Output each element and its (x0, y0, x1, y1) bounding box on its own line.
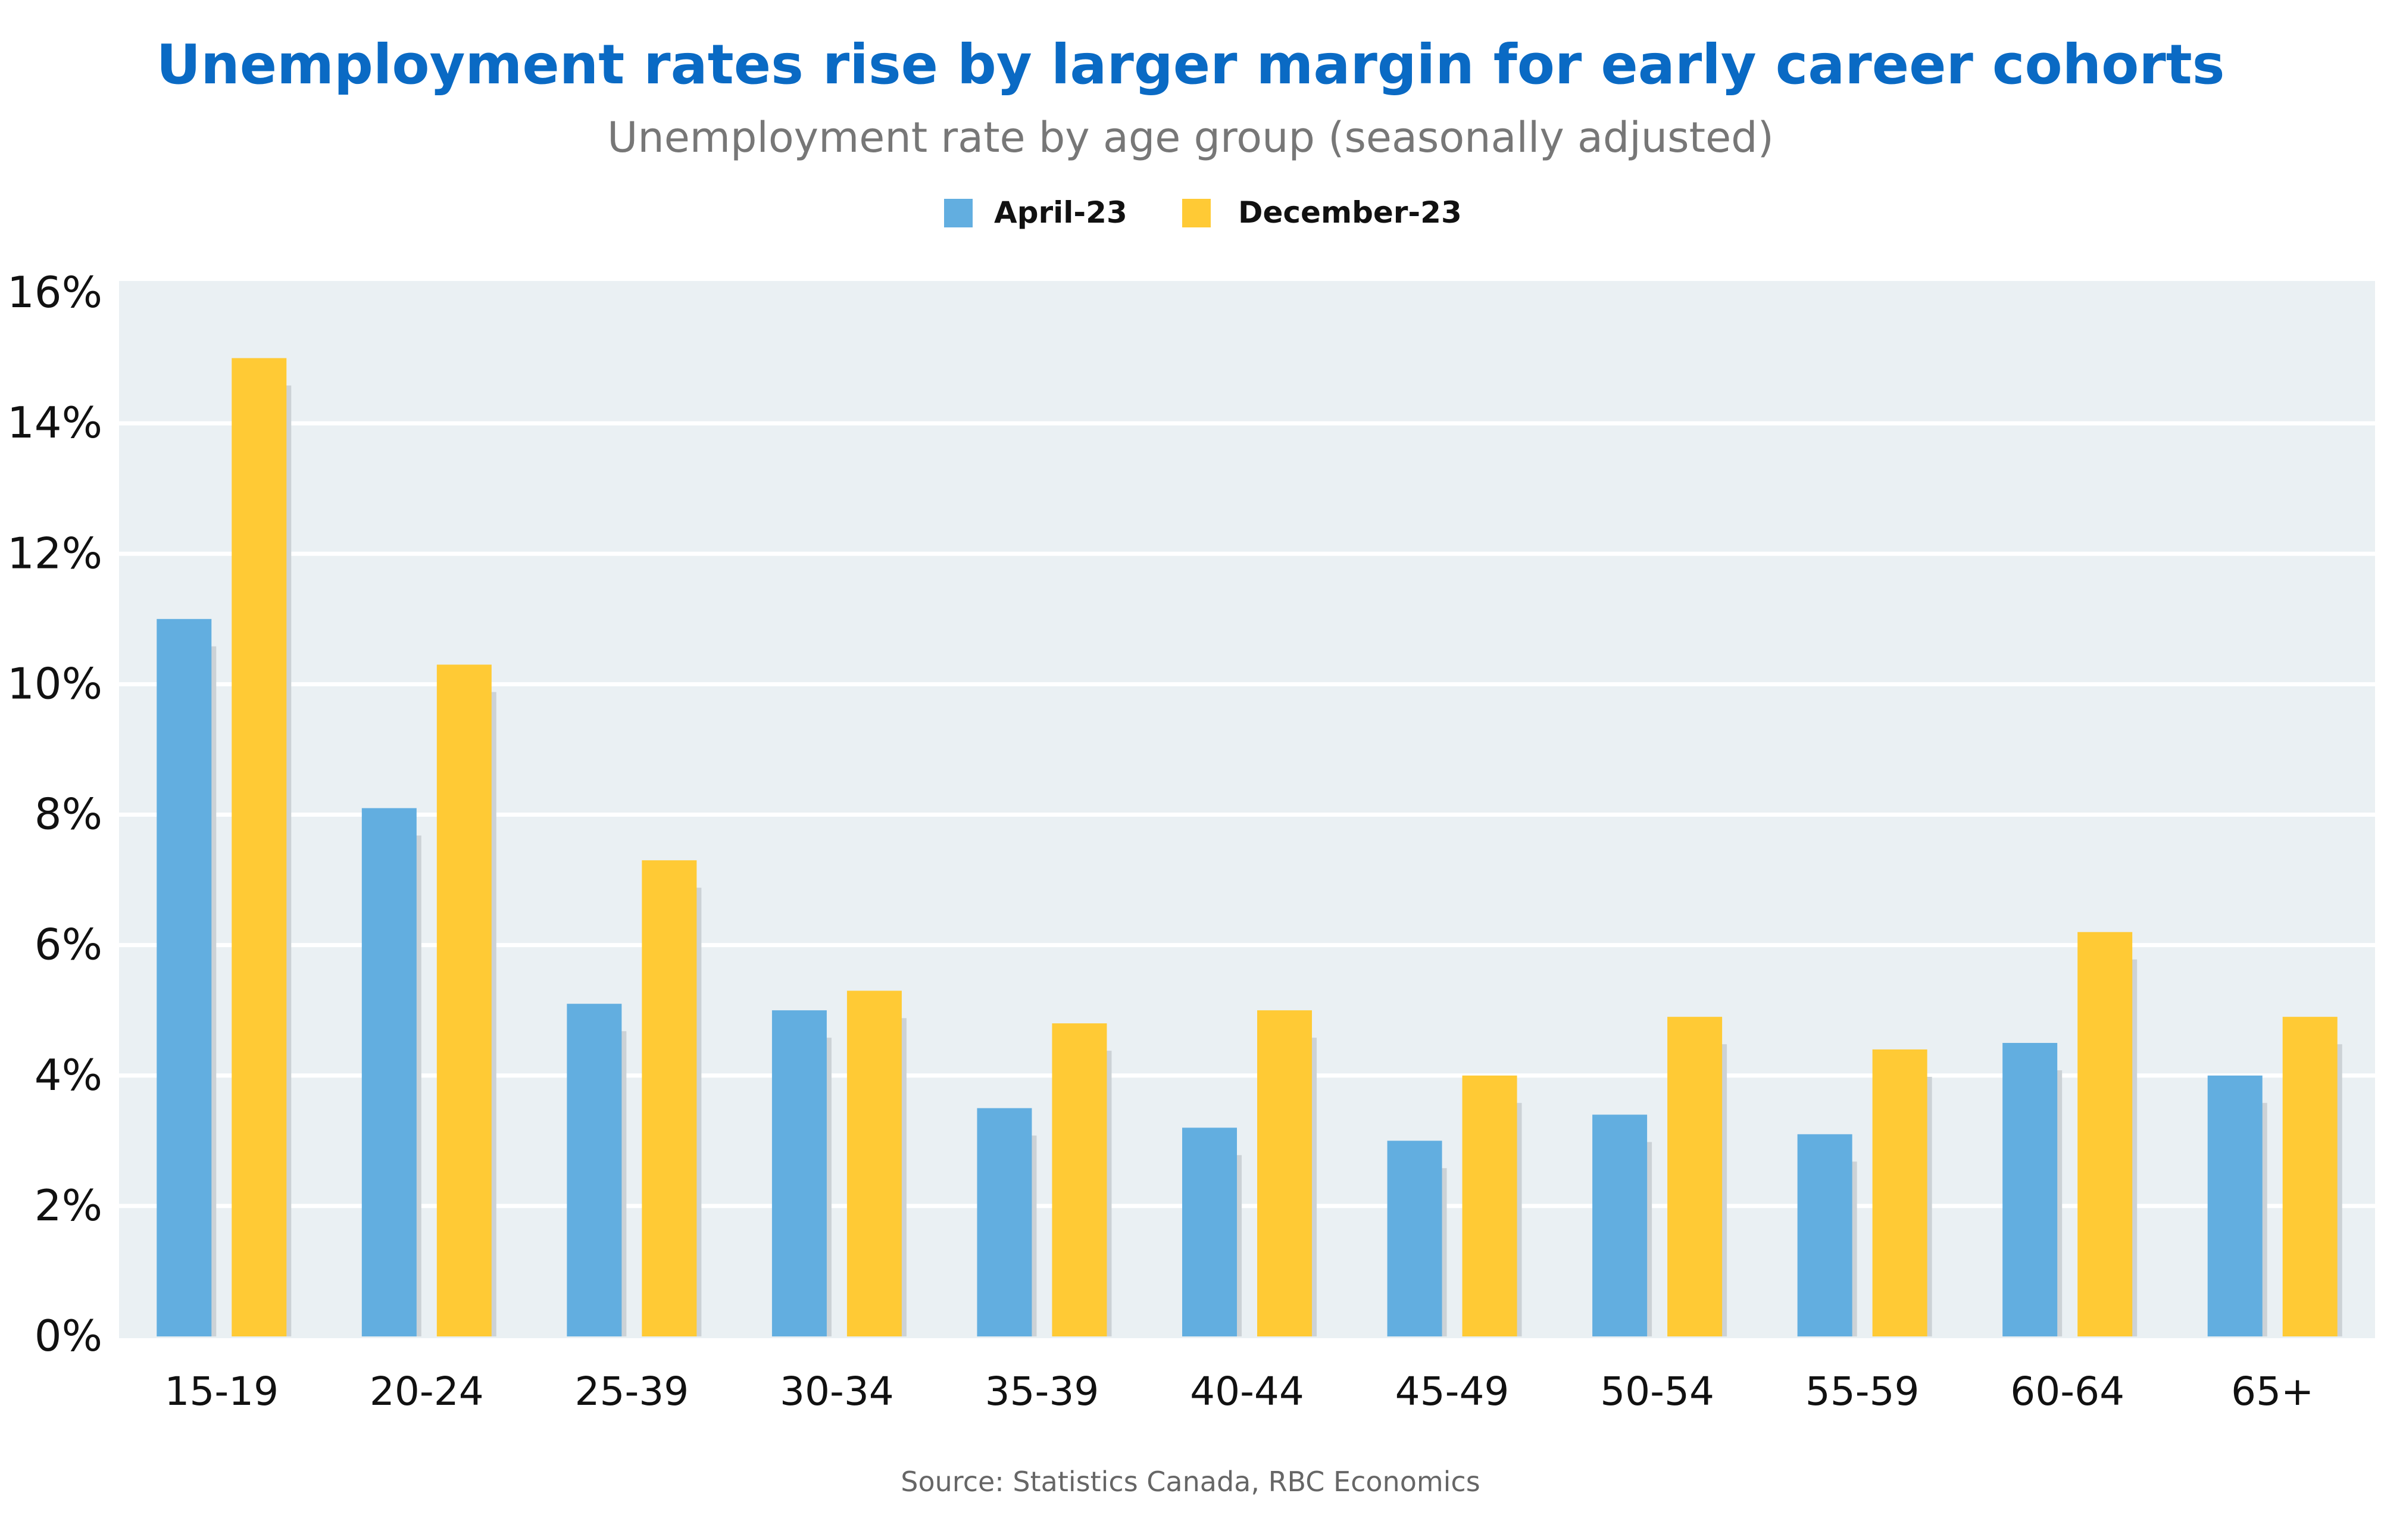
bar-april-23 (567, 1004, 622, 1336)
bar-april-23 (1182, 1127, 1237, 1336)
bar-april-23 (977, 1108, 1032, 1336)
bar-april-23 (1797, 1134, 1852, 1336)
y-tick-label: 6% (35, 920, 102, 970)
legend: April-23 December-23 (944, 195, 1462, 230)
bar-december-23 (2077, 932, 2133, 1336)
y-tick-label: 8% (35, 789, 102, 839)
bar-december-23 (232, 358, 287, 1336)
chart-subtitle: Unemployment rate by age group (seasonal… (607, 113, 1774, 162)
bar-december-23 (846, 991, 902, 1336)
bar-april-23 (2207, 1075, 2263, 1336)
bar-april-23 (2002, 1042, 2058, 1336)
bar-april-23 (1387, 1141, 1442, 1336)
x-tick-label: 55-59 (1805, 1369, 1920, 1414)
y-tick-label: 14% (7, 398, 102, 448)
legend-label-april: April-23 (994, 195, 1127, 230)
bar-april-23 (361, 808, 417, 1336)
y-tick-label: 0% (35, 1311, 102, 1361)
bar-april-23 (1592, 1114, 1648, 1336)
legend-swatch-april (944, 199, 973, 227)
y-tick-label: 2% (35, 1180, 102, 1230)
y-axis-ticks: 0% 2% 4% 6% 8% 10% 12% 14% 16% (7, 267, 102, 1361)
bar-december-23 (642, 860, 697, 1336)
x-tick-label: 60-64 (2010, 1369, 2124, 1414)
chart-title: Unemployment rates rise by larger margin… (157, 33, 2225, 96)
x-tick-label: 50-54 (1600, 1369, 1714, 1414)
legend-swatch-december (1182, 199, 1211, 227)
bar-december-23 (1257, 1010, 1312, 1336)
x-tick-label: 45-49 (1395, 1369, 1510, 1414)
y-tick-label: 16% (7, 267, 102, 317)
legend-label-december: December-23 (1238, 195, 1462, 230)
bar-april-23 (771, 1010, 827, 1336)
x-tick-label: 35-39 (985, 1369, 1099, 1414)
x-axis-ticks: 15-19 20-24 25-39 30-34 35-39 40-44 45-49 50-54… (164, 1369, 2314, 1414)
bar-december-23 (1462, 1075, 1517, 1336)
x-tick-label: 20-24 (370, 1369, 484, 1414)
bar-april-23 (157, 619, 212, 1336)
y-tick-label: 10% (7, 658, 102, 708)
bars (157, 358, 2342, 1336)
bar-december-23 (436, 664, 492, 1336)
y-tick-label: 4% (35, 1050, 102, 1100)
x-tick-label: 30-34 (780, 1369, 894, 1414)
x-tick-label: 25-39 (574, 1369, 689, 1414)
x-tick-label: 15-19 (164, 1369, 279, 1414)
x-tick-label: 65+ (2231, 1369, 2314, 1414)
bar-december-23 (1052, 1023, 1107, 1336)
bar-december-23 (1872, 1049, 1927, 1336)
x-tick-label: 40-44 (1190, 1369, 1304, 1414)
bar-december-23 (2282, 1017, 2338, 1336)
y-tick-label: 12% (7, 528, 102, 578)
bar-december-23 (1667, 1017, 1723, 1336)
source-note: Source: Statistics Canada, RBC Economics (901, 1466, 1480, 1498)
